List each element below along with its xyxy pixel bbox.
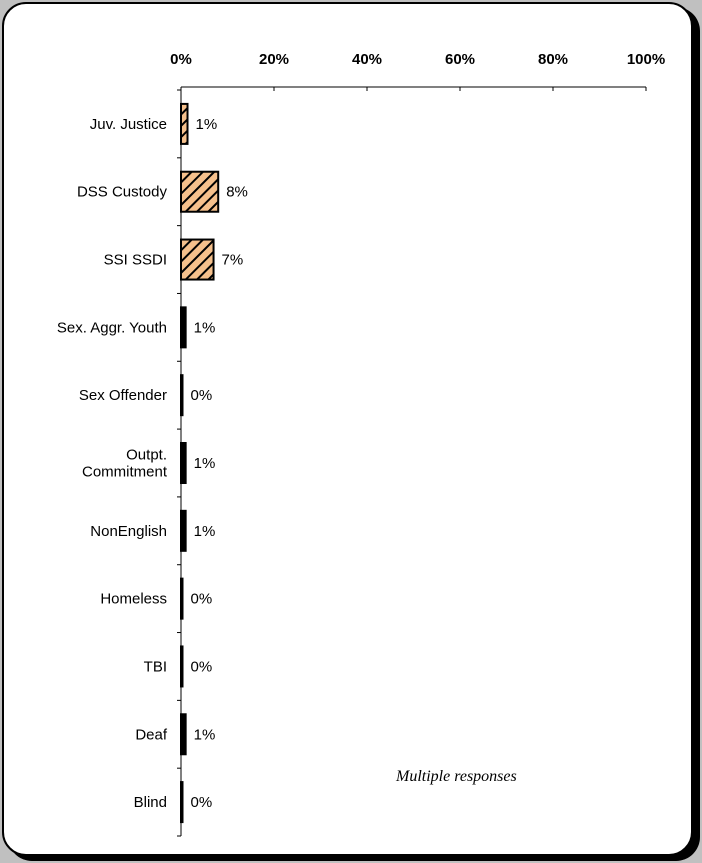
bar — [180, 238, 215, 281]
data-label: 0% — [191, 658, 213, 675]
x-tick-label: 80% — [538, 51, 568, 68]
x-tick-label: 40% — [352, 51, 382, 68]
category-label: DSS Custody — [77, 184, 168, 201]
bar — [180, 577, 184, 620]
category-label: Outpt. Commitment — [82, 447, 168, 481]
category-label: Juv. Justice — [90, 116, 167, 133]
data-label: 0% — [191, 591, 213, 608]
category-label-line: DSS Custody — [77, 184, 168, 201]
axis-layer: 0% 20% 40% 60% 80% 100% — [170, 51, 665, 837]
data-label: 8% — [226, 184, 248, 201]
data-label: 1% — [194, 455, 216, 472]
data-label: 0% — [191, 387, 213, 404]
bar — [180, 170, 220, 213]
labels-layer: Juv. Justice 1% DSS Custody 8% SSI SSDI 7% Sex… — [57, 116, 248, 811]
x-tick-label: 60% — [445, 51, 475, 68]
category-label-line: Sex. Aggr. Youth — [57, 319, 167, 336]
category-label: Sex. Aggr. Youth — [57, 319, 167, 336]
category-label: SSI SSDI — [104, 252, 167, 269]
data-label: 1% — [196, 116, 218, 133]
category-label: Homeless — [100, 591, 167, 608]
data-label: 1% — [194, 319, 216, 336]
bar — [180, 374, 184, 417]
bar — [180, 442, 187, 484]
category-label: TBI — [144, 658, 167, 675]
bars-layer — [180, 102, 220, 824]
bar — [180, 102, 189, 145]
category-label-line: Juv. Justice — [90, 116, 167, 133]
x-tick-label: 20% — [259, 51, 289, 68]
category-label: NonEnglish — [90, 523, 167, 540]
category-label-line: Outpt. — [126, 447, 167, 464]
data-label: 1% — [194, 726, 216, 743]
category-label-line: NonEnglish — [90, 523, 167, 540]
category-label-line: Blind — [134, 794, 167, 811]
category-label: Deaf — [135, 726, 168, 743]
bar — [180, 509, 187, 552]
category-label-line: Sex Offender — [79, 387, 167, 404]
category-label: Blind — [134, 794, 167, 811]
category-label-line: TBI — [144, 658, 167, 675]
category-label-line: Deaf — [135, 726, 168, 743]
bar — [180, 645, 184, 688]
category-label-line: Homeless — [100, 591, 167, 608]
category-label-line: Commitment — [82, 464, 168, 481]
bar — [180, 713, 187, 756]
annotation-multiple-responses: Multiple responses — [395, 768, 517, 785]
x-tick-label: 100% — [627, 51, 665, 68]
bar — [180, 781, 184, 824]
data-label: 1% — [194, 523, 216, 540]
x-tick-label: 0% — [170, 51, 192, 68]
data-label: 7% — [222, 252, 244, 269]
data-label: 0% — [191, 794, 213, 811]
category-label: Sex Offender — [79, 387, 167, 404]
category-label-line: SSI SSDI — [104, 252, 167, 269]
chart-frame — [2, 2, 693, 856]
bar — [180, 306, 187, 349]
